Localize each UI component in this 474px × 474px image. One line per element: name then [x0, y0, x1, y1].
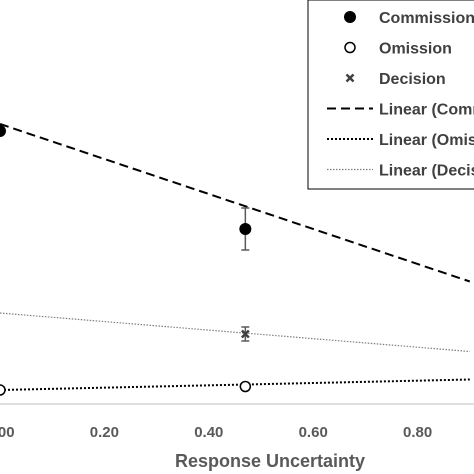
legend-box — [307, 0, 474, 190]
data-point-decision — [240, 329, 250, 339]
legend-symbol — [345, 73, 355, 83]
x-tick-label: 0.80 — [403, 424, 432, 441]
data-point-decision-stroke — [240, 329, 250, 339]
legend-label: Omission — [379, 41, 452, 58]
trendline-linear-omission — [0, 378, 470, 391]
legend: Commission Omission Decision Linear (Commis… — [307, 0, 474, 190]
legend-symbol-stroke — [345, 73, 355, 83]
data-point-commission — [239, 223, 252, 235]
legend-label: Commission — [379, 10, 474, 27]
x-tick-label: 0.60 — [299, 424, 328, 441]
legend-symbol — [344, 41, 356, 54]
legend-label: Decision — [379, 71, 446, 88]
x-tick-label: 0.40 — [194, 424, 223, 441]
x-tick-label: 0.20 — [90, 424, 119, 441]
legend-symbol — [344, 11, 356, 23]
legend-label: Linear (Decision) — [379, 163, 474, 180]
data-point-commission — [0, 125, 6, 137]
point-layer — [0, 125, 252, 396]
data-point-omission — [239, 380, 252, 393]
trendline-layer — [0, 123, 471, 391]
data-point-omission — [0, 384, 6, 396]
trendline-linear-commission — [0, 123, 471, 283]
x-tick-label: 0.00 — [0, 424, 15, 441]
x-axis-title: Response Uncertainty — [175, 451, 365, 471]
legend-label: Linear (Omission) — [379, 132, 474, 149]
legend-label: Linear (Commission) — [379, 102, 474, 119]
axis-layer: 0.00 0.20 0.40 0.60 0.80 — [0, 403, 474, 441]
trendline-linear-decision — [0, 312, 470, 353]
